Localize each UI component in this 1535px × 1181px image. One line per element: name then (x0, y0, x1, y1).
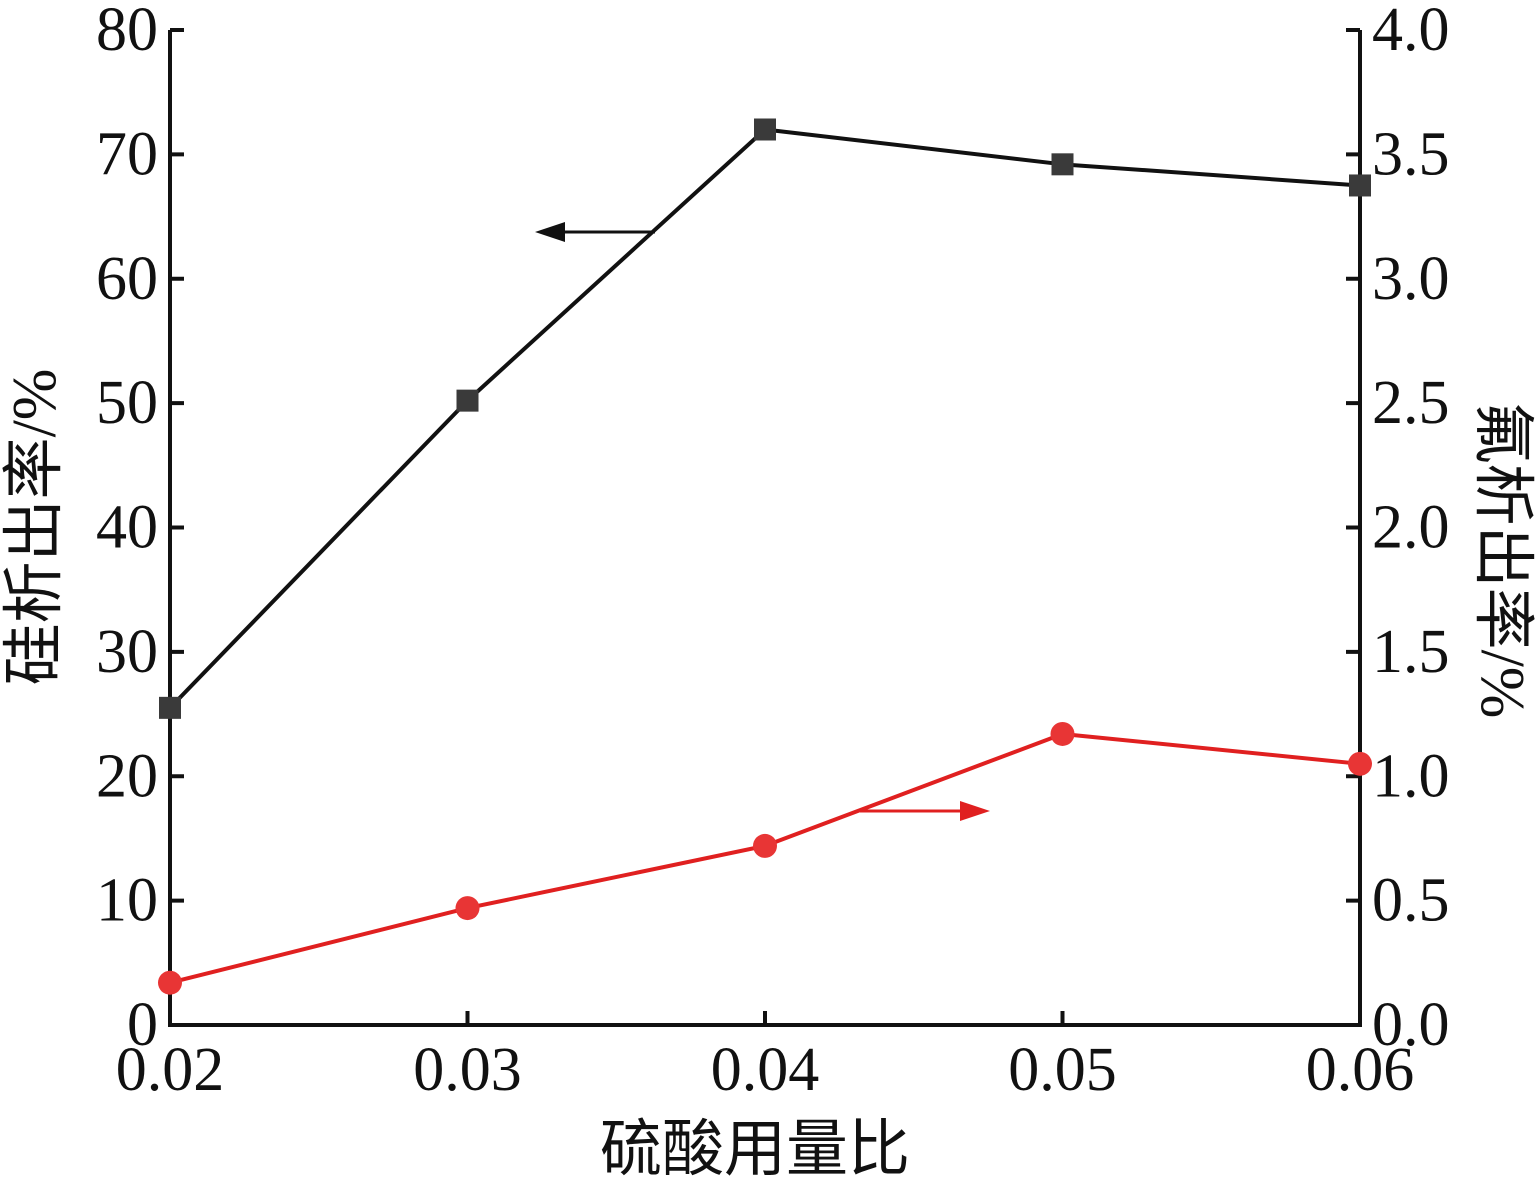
x-tick-label: 0.02 (116, 1036, 225, 1104)
x-tick-label: 0.06 (1306, 1036, 1415, 1104)
data-point-square (456, 389, 479, 412)
data-point-square (159, 696, 181, 719)
series-left (159, 118, 1371, 719)
x-tick-label: 0.04 (711, 1036, 820, 1104)
y-left-tick-label: 20 (96, 742, 158, 810)
data-point-square (1051, 153, 1074, 176)
y-right-tick-label: 4.0 (1372, 0, 1450, 64)
y-left-tick-label: 0 (127, 991, 158, 1059)
left-arrow (535, 222, 655, 242)
y-right-tick-label: 3.0 (1372, 245, 1450, 313)
y-right-tick-label: 3.5 (1372, 120, 1450, 188)
y-left-tick-label: 50 (96, 369, 158, 437)
y-right-tick-label: 2.5 (1372, 369, 1450, 437)
y-right-tick-label: 1.5 (1372, 618, 1450, 686)
data-point-circle (455, 896, 480, 921)
x-tick-label: 0.03 (413, 1036, 522, 1104)
series-layer (158, 118, 1372, 995)
y-left-tick-label: 60 (96, 245, 158, 313)
ticks (168, 28, 1362, 1027)
x-tick-label: 0.05 (1008, 1036, 1117, 1104)
tick-labels: 0.02 0.03 0.04 0.05 0.06 0 10 20 30 40 50 60 70 80 0.0… (96, 0, 1450, 1104)
y-left-tick-label: 40 (96, 494, 158, 562)
data-point-circle (753, 833, 777, 858)
y-right-axis-title: 氟析出率/% (1468, 402, 1535, 719)
series-right (158, 721, 1372, 995)
y-right-tick-label: 1.0 (1372, 742, 1450, 810)
left-arrow-head (535, 222, 565, 242)
data-point-circle (158, 970, 182, 995)
right-arrow (860, 801, 990, 821)
y-left-tick-label: 70 (96, 120, 158, 188)
y-right-tick-label: 0.0 (1372, 991, 1450, 1059)
y-right-tick-label: 0.5 (1372, 867, 1450, 935)
data-point-square (1349, 174, 1371, 197)
right-arrow-head (960, 801, 990, 821)
y-right-tick-label: 2.0 (1372, 494, 1450, 562)
y-left-tick-label: 80 (96, 0, 158, 64)
y-left-tick-label: 30 (96, 618, 158, 686)
y-left-axis-title: 硅析出率/% (1, 369, 69, 686)
data-point-circle (1348, 751, 1372, 776)
x-axis-title: 硫酸用量比 (600, 1116, 910, 1181)
y-left-tick-label: 10 (96, 867, 158, 935)
data-point-square (754, 118, 776, 141)
data-point-circle (1050, 721, 1075, 746)
